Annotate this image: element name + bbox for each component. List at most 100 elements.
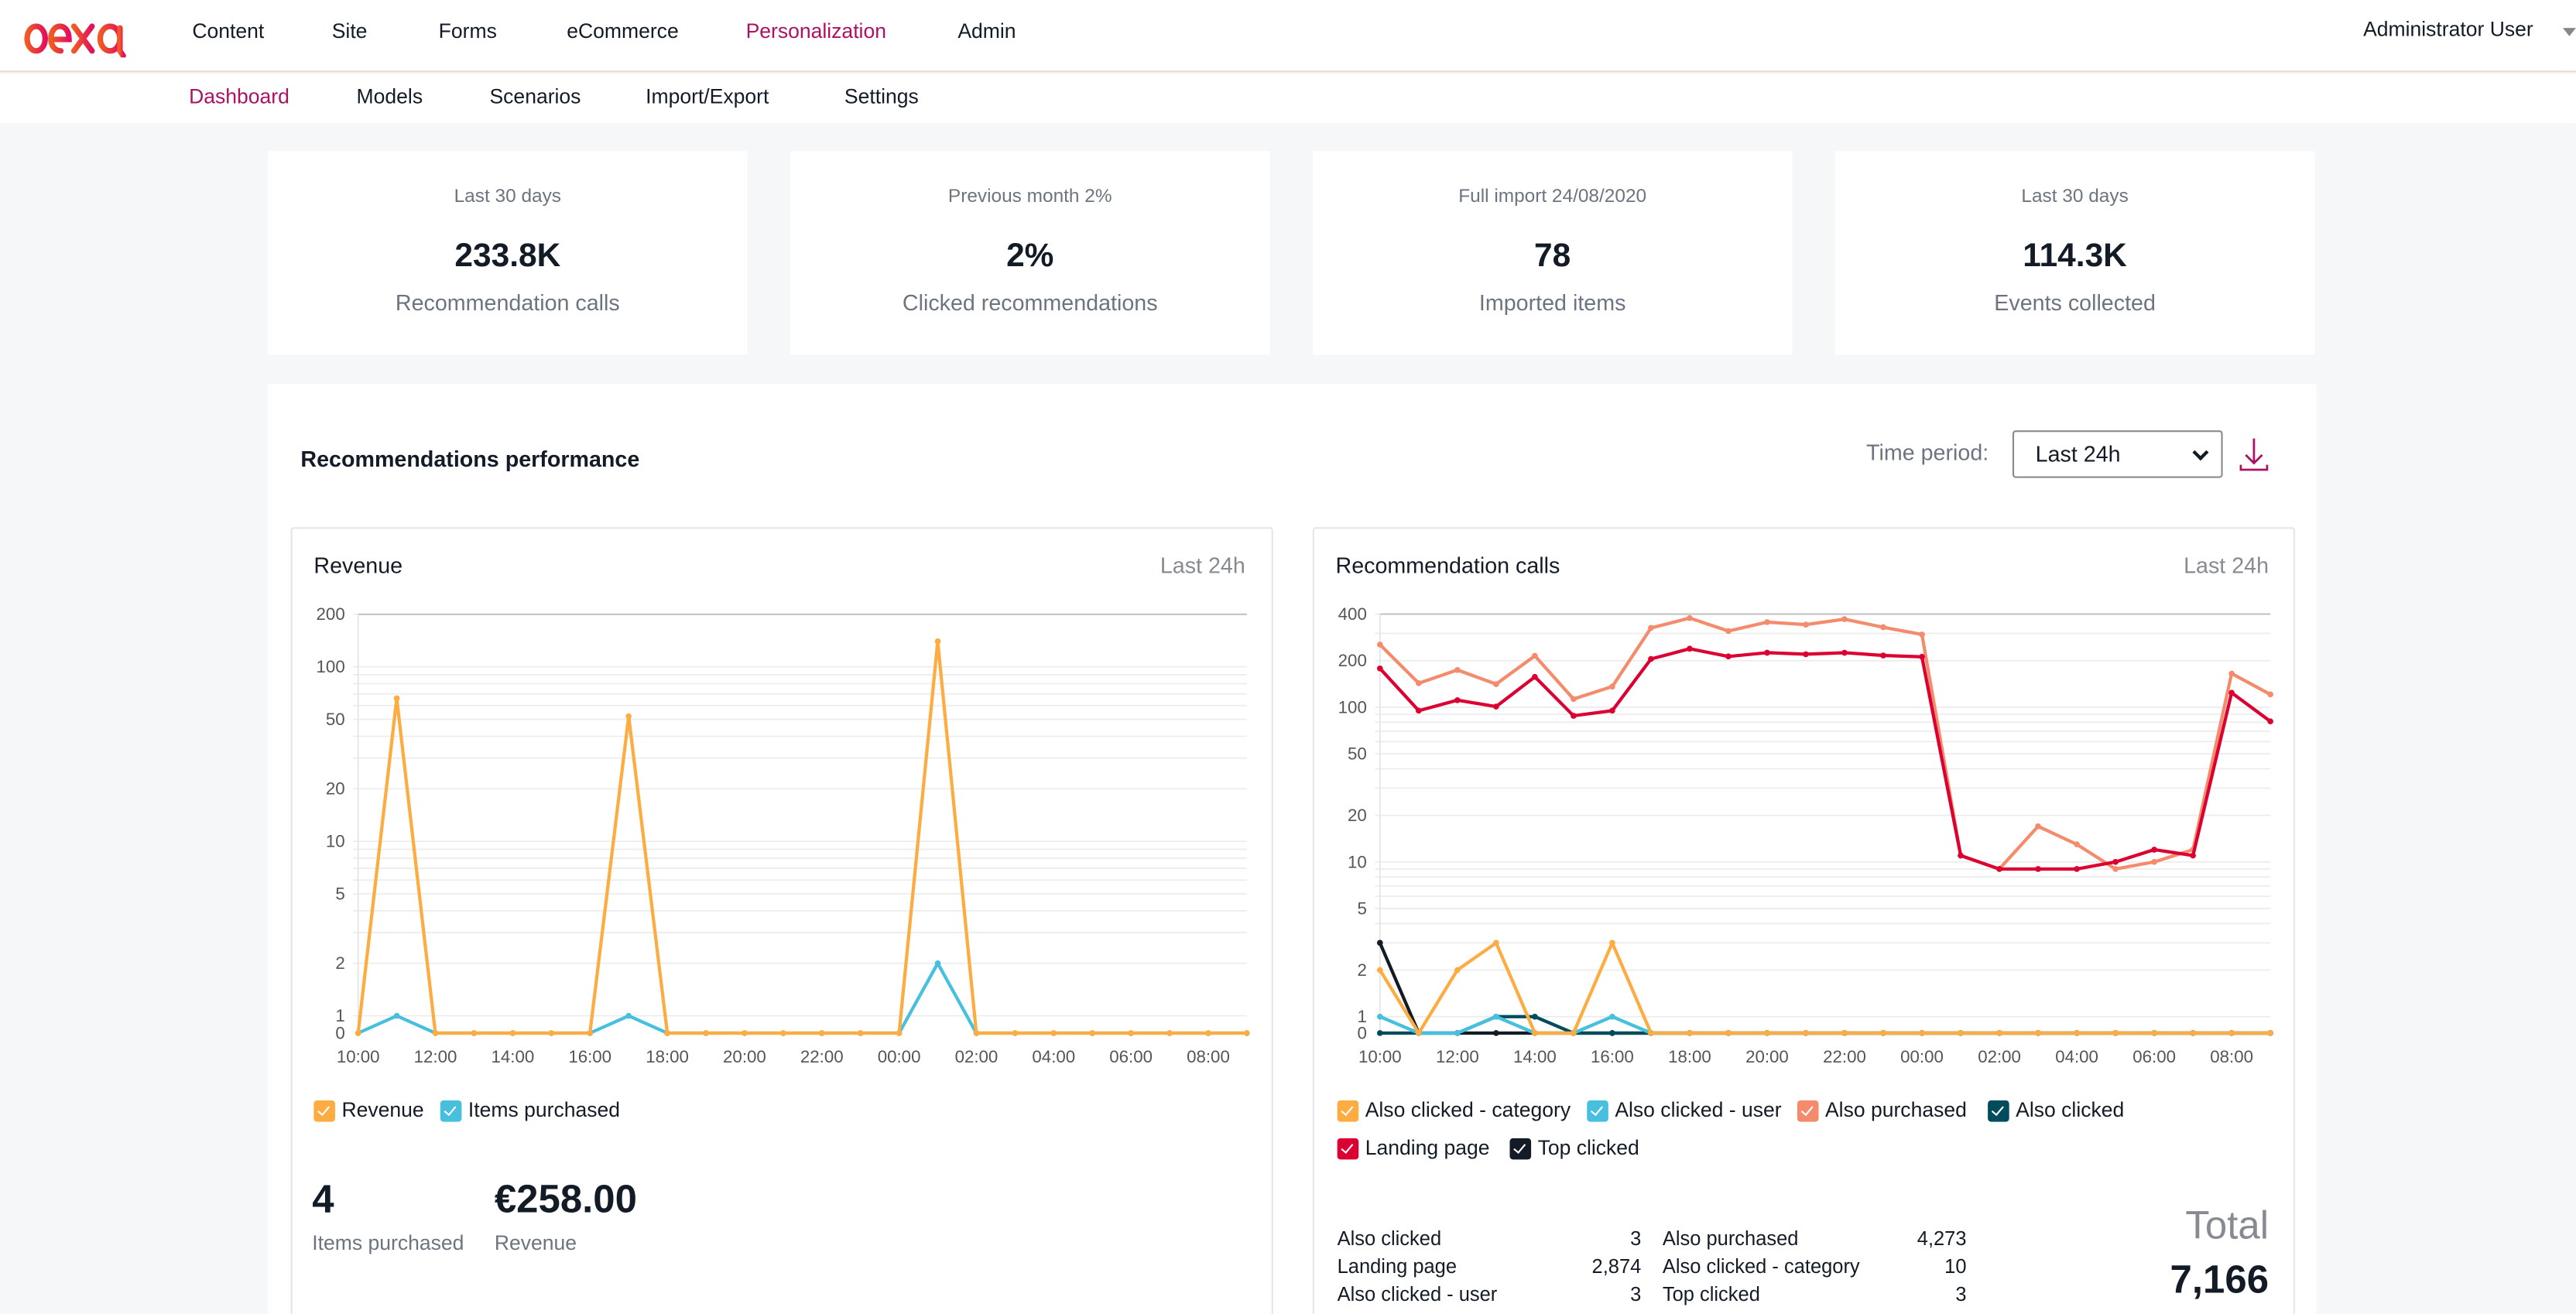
x-tick-label: 04:00 xyxy=(2055,1047,2098,1066)
time-period-select[interactable]: Last 24h xyxy=(2012,430,2223,478)
checkbox-checked-icon[interactable] xyxy=(1587,1099,1608,1121)
tab-scenarios[interactable]: Scenarios xyxy=(489,85,581,109)
data-point xyxy=(2035,866,2041,872)
y-tick-label: 400 xyxy=(1338,604,1367,624)
stat-row-value: 10 xyxy=(1944,1254,1967,1278)
stat-card-subtitle: Full import 24/08/2020 xyxy=(1458,186,1647,207)
x-tick-label: 20:00 xyxy=(723,1047,766,1066)
data-point xyxy=(393,1012,400,1019)
checkbox-checked-icon[interactable] xyxy=(313,1099,335,1121)
data-point xyxy=(1803,651,1809,658)
x-tick-label: 04:00 xyxy=(1032,1047,1075,1066)
checkbox-checked-icon[interactable] xyxy=(440,1099,462,1121)
data-point xyxy=(1687,645,1693,652)
data-point xyxy=(2228,670,2235,677)
total-value: 7,166 xyxy=(2170,1258,2269,1303)
stat-row-label: Also purchased xyxy=(1662,1227,1799,1251)
x-tick-label: 22:00 xyxy=(800,1047,844,1066)
checkbox-checked-icon[interactable] xyxy=(1337,1099,1359,1121)
chart-title: Recommendation calls xyxy=(1335,553,1560,579)
data-point xyxy=(2074,841,2080,847)
nav-item-personalization[interactable]: Personalization xyxy=(745,19,886,43)
nav-item-site[interactable]: Site xyxy=(331,19,368,43)
data-point xyxy=(1725,653,1732,660)
data-point xyxy=(1764,649,1770,656)
tab-settings[interactable]: Settings xyxy=(844,85,919,109)
legend-item[interactable]: Also clicked - user xyxy=(1587,1099,1782,1122)
stat-row-label: Also clicked xyxy=(1337,1227,1442,1251)
data-point xyxy=(1089,1030,1096,1036)
data-point xyxy=(1803,621,1809,628)
checkbox-checked-icon[interactable] xyxy=(1797,1099,1819,1121)
data-point xyxy=(1958,1030,1964,1036)
data-point xyxy=(1919,631,1925,638)
data-point xyxy=(548,1030,555,1036)
checkbox-checked-icon[interactable] xyxy=(1337,1137,1359,1159)
data-point xyxy=(1725,628,1732,635)
legend-item[interactable]: Revenue xyxy=(313,1098,424,1122)
data-point xyxy=(1609,707,1615,714)
data-point xyxy=(1050,1030,1057,1036)
data-point xyxy=(2112,1030,2119,1036)
legend-item[interactable]: Also clicked xyxy=(1988,1099,2124,1122)
stat-card-subtitle: Last 30 days xyxy=(2021,186,2129,207)
data-point xyxy=(2267,691,2273,698)
tab-import-export[interactable]: Import/Export xyxy=(646,85,769,109)
series-line-also-purchased xyxy=(1379,616,2272,871)
stat-card-label: Imported items xyxy=(1478,290,1626,316)
y-tick-label: 5 xyxy=(1357,898,1366,918)
nav-item-content[interactable]: Content xyxy=(192,19,265,43)
stat-row-label: Also clicked - user xyxy=(1337,1282,1498,1306)
legend-item[interactable]: Landing page xyxy=(1337,1137,1490,1159)
data-point xyxy=(1648,624,1654,631)
legend-item[interactable]: Also purchased xyxy=(1797,1099,1967,1122)
checkbox-checked-icon[interactable] xyxy=(1988,1099,2009,1121)
x-tick-label: 12:00 xyxy=(414,1047,457,1066)
data-point xyxy=(2228,1030,2235,1036)
legend-label: Revenue xyxy=(341,1098,424,1122)
data-point xyxy=(1376,967,1383,974)
data-point xyxy=(1958,852,1964,859)
tab-dashboard[interactable]: Dashboard xyxy=(189,85,289,109)
data-point xyxy=(1454,697,1461,703)
nav-item-admin[interactable]: Admin xyxy=(957,19,1016,43)
series-line-revenue xyxy=(356,639,1247,1035)
data-point xyxy=(1416,707,1422,714)
legend-item[interactable]: Also clicked - category xyxy=(1337,1099,1571,1122)
nav-item-ecommerce[interactable]: eCommerce xyxy=(567,19,679,43)
stat-card-value: 78 xyxy=(1534,238,1571,275)
data-point xyxy=(355,1030,361,1036)
data-point xyxy=(1880,652,1886,659)
ibexa-logo[interactable] xyxy=(13,15,138,58)
data-point xyxy=(664,1030,670,1036)
legend-label: Also purchased xyxy=(1824,1098,1967,1122)
data-point xyxy=(1687,1030,1693,1036)
nav-item-forms[interactable]: Forms xyxy=(438,19,497,43)
x-tick-label: 02:00 xyxy=(1978,1047,2021,1066)
y-tick-label: 2 xyxy=(1357,960,1366,980)
x-tick-label: 06:00 xyxy=(1109,1047,1153,1066)
panel-title: Recommendations performance xyxy=(300,447,640,472)
y-tick-label: 20 xyxy=(326,779,345,799)
stat-card: Last 30 days 233.8K Recommendation calls xyxy=(267,151,748,355)
data-point xyxy=(2074,866,2080,872)
legend-item[interactable]: Top clicked xyxy=(1509,1137,1639,1159)
legend-item[interactable]: Items purchased xyxy=(440,1099,620,1122)
data-point xyxy=(1919,653,1925,660)
user-menu[interactable]: Administrator User xyxy=(2363,18,2533,42)
revenue-chart-card xyxy=(290,527,1273,1314)
data-point xyxy=(1880,1030,1886,1036)
data-point xyxy=(1416,680,1422,686)
download-icon[interactable] xyxy=(2238,435,2270,474)
tab-models[interactable]: Models xyxy=(356,85,423,109)
y-tick-label: 1 xyxy=(335,1006,344,1025)
data-point xyxy=(1764,619,1770,625)
checkbox-checked-icon[interactable] xyxy=(1509,1137,1532,1159)
data-point xyxy=(973,1030,980,1036)
chevron-down-icon[interactable] xyxy=(2562,28,2576,36)
series-line-also-clicked-category xyxy=(1379,941,2271,1035)
data-point xyxy=(2228,690,2235,696)
data-point xyxy=(1532,1013,1538,1020)
stat-card-subtitle: Previous month 2% xyxy=(947,186,1112,207)
